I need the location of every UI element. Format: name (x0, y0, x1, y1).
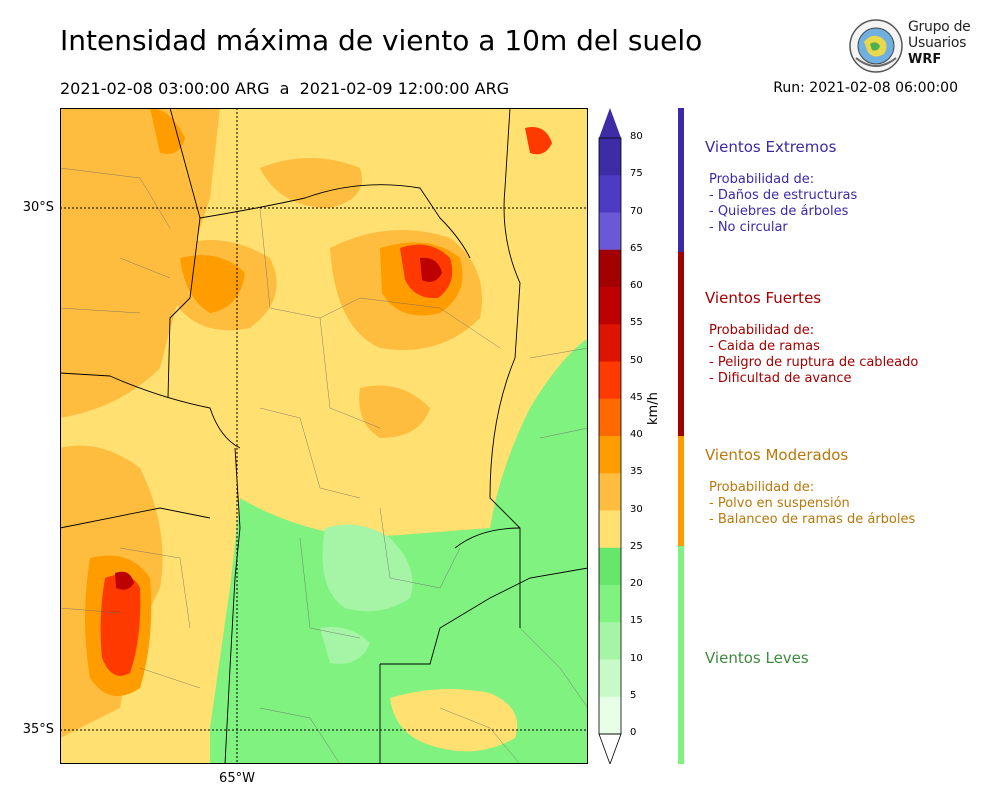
colorbar-tick-label: 15 (630, 615, 643, 627)
colorbar-cell (599, 436, 621, 474)
lon-label-65w: 65°W (219, 771, 255, 786)
colorbar-cell (599, 287, 621, 325)
field-15-20-b (320, 627, 370, 664)
colorbar-cell (599, 585, 621, 623)
colorbar-tick-label: 65 (630, 242, 643, 254)
logo-line-1: Grupo de (908, 19, 971, 35)
colorbar-tick-label: 50 (630, 354, 643, 366)
colorbar-cell (599, 696, 621, 735)
colorbar-tick-label: 5 (630, 689, 637, 701)
colorbar-tick-label: 75 (630, 168, 643, 180)
colorbar-cell (599, 398, 621, 437)
colorbar-cell (599, 212, 621, 251)
field-45-50-sw (100, 574, 141, 676)
cat-title-extremos: Vientos Extremos (705, 138, 837, 156)
colorbar-cell (599, 659, 621, 698)
graticule (60, 108, 588, 764)
band-fuertes (678, 252, 684, 436)
colorbar-cell (599, 473, 621, 511)
cat-title-moderados: Vientos Moderados (705, 446, 849, 464)
lat-label-30s: 30°S (22, 200, 54, 215)
wind-speed-map (60, 108, 588, 764)
colorbar-cell (599, 510, 621, 549)
field-55-60 (420, 257, 442, 282)
field-30-35-top (260, 158, 362, 208)
field-30-35-w (60, 108, 220, 418)
colorbar-extend-bottom (598, 733, 622, 764)
colorbar-tick-label: 45 (630, 391, 643, 403)
lat-label-35s: 35°S (22, 722, 54, 737)
colorbar-extend-top (599, 108, 621, 138)
run-time: Run: 2021-02-08 06:00:00 (773, 80, 958, 96)
field-35-40-n (180, 255, 245, 313)
grupo-wrf-logo: Grupo de Usuarios WRF (848, 16, 973, 74)
cat-desc-extremos: Probabilidad de: - Daños de estructuras … (709, 172, 858, 235)
province-borders (60, 108, 588, 764)
colorbar-tick-label: 25 (630, 540, 643, 552)
colorbar (598, 108, 622, 764)
globe-icon (849, 19, 903, 73)
colorbar-cell (599, 361, 621, 400)
band-extremos (678, 108, 684, 252)
valid-period: 2021-02-08 03:00:00 ARG a 2021-02-09 12:… (60, 79, 510, 98)
colorbar-cell (599, 138, 621, 176)
field-30-35-c (359, 385, 430, 438)
colorbar-cell (599, 249, 621, 288)
colorbar-tick-label: 35 (630, 466, 643, 478)
cat-title-leves: Vientos Leves (705, 649, 809, 667)
cat-desc-moderados: Probabilidad de: - Polvo en suspensión -… (709, 480, 916, 527)
colorbar-tick-label: 0 (630, 727, 637, 738)
colorbar-cell (599, 175, 621, 213)
colorbar-tick-label: 20 (630, 578, 643, 589)
colorbar-tick-label: 80 (630, 131, 643, 142)
colorbar-tick-label: 40 (630, 429, 643, 440)
cat-desc-fuertes: Probabilidad de: - Caida de ramas - Peli… (709, 323, 919, 386)
colorbar-unit: km/h (646, 392, 661, 425)
colorbar-cell (599, 324, 621, 362)
department-borders (60, 167, 588, 764)
band-leves (678, 546, 684, 764)
logo-line-2: Usuarios (908, 35, 967, 51)
colorbar-cell (599, 622, 621, 660)
logo-line-3: WRF (908, 52, 942, 67)
colorbar-tick-label: 55 (630, 317, 643, 329)
colorbar-tick-label: 30 (630, 503, 643, 515)
colorbar-tick-label: 70 (630, 205, 643, 217)
cat-title-fuertes: Vientos Fuertes (705, 289, 822, 307)
field-55-60-sw (115, 571, 134, 590)
colorbar-tick-label: 10 (630, 652, 643, 664)
colorbar-cell (599, 547, 621, 586)
band-moderados (678, 436, 684, 546)
map-title: Intensidad máxima de viento a 10m del su… (60, 24, 703, 57)
colorbar-tick-label: 60 (630, 280, 643, 291)
field-15-20 (322, 524, 413, 612)
field-35-40-top (150, 108, 185, 154)
field-45-50-top (525, 127, 552, 155)
field-25-30-se (390, 689, 518, 752)
